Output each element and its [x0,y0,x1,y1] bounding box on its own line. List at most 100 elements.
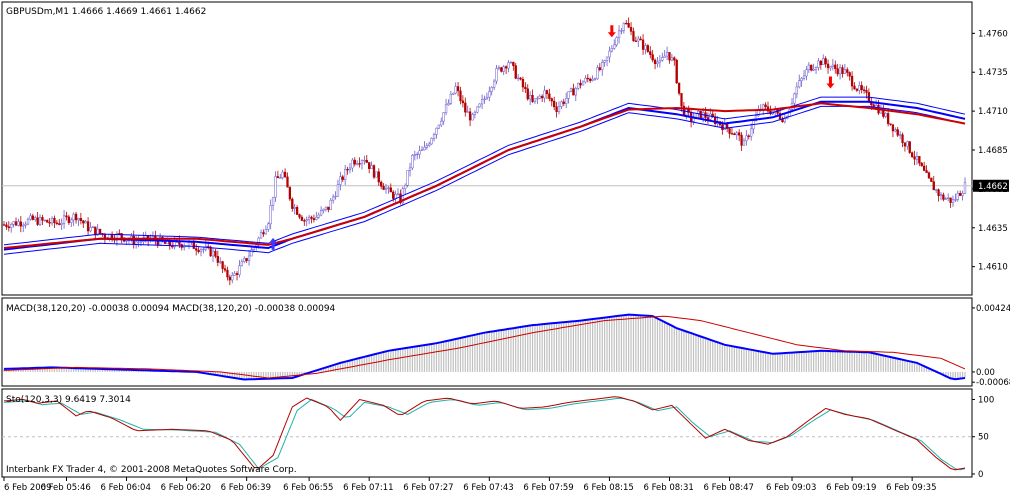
candle [53,215,56,229]
stochastic-title: Sto(120,3,3) 9.6419 7.3014 [6,395,131,405]
candle [838,64,842,80]
candle [223,264,227,273]
candle [891,124,895,138]
candle [5,221,8,230]
candle [495,65,498,85]
candle [653,58,657,70]
candle [569,87,573,93]
candle [860,81,863,94]
candle [387,185,390,194]
candle [358,157,361,168]
candle [884,112,887,119]
candle [24,221,27,229]
candle [846,67,849,77]
macd-y-tick-label: 0.00 [976,368,995,378]
candle [747,134,750,140]
candle [91,225,95,228]
candle [327,206,330,213]
candle [440,117,443,128]
candle [245,258,248,263]
candle [661,52,664,62]
candle [591,75,594,82]
x-tick-label: 6 Feb 07:59 [523,483,573,493]
candle [932,175,935,191]
candle [629,22,633,36]
candle [430,137,433,145]
stochastic-k-line [3,396,966,471]
candle [26,217,30,226]
candle [577,82,580,91]
candle [406,170,409,188]
candle [22,222,25,233]
candle [795,82,798,99]
candle [615,36,618,47]
macd-series [3,313,966,381]
candle [543,85,546,103]
candle [375,171,378,178]
candle [507,60,510,73]
candle [331,194,335,204]
candle [913,150,916,166]
candle [319,206,323,217]
candle [593,77,597,81]
candle [814,66,818,75]
candle [553,96,556,111]
candle [625,20,628,25]
candle [38,214,42,227]
candle [404,183,407,195]
candle [853,82,856,90]
candle [293,203,296,215]
candle [202,247,205,254]
candle [637,35,640,47]
x-tick-label: 6 Feb 07:27 [403,483,453,493]
candle [29,213,32,221]
candle [663,49,666,58]
candle [824,56,827,68]
candle [312,214,316,223]
candle [855,88,859,93]
candle [84,219,87,224]
candle [541,94,544,102]
candle [283,168,287,178]
candle [279,173,282,179]
candle [930,177,933,182]
candle [586,73,589,83]
candle [276,170,280,179]
candle [36,212,39,227]
candle [649,46,652,59]
candle [901,132,904,148]
candle [603,59,606,67]
candle [211,247,215,263]
x-tick-label: 6 Feb 06:04 [101,483,151,493]
candle [894,127,897,133]
candle [963,177,967,194]
candle [274,171,277,202]
candle [528,91,532,106]
candle [471,112,474,121]
candle [418,145,421,159]
candle [819,59,823,70]
candle [334,191,337,200]
candle [923,161,926,172]
candle [488,86,491,102]
candle [961,190,964,201]
candle [634,36,638,42]
stochastic-y-tick-label: 100 [978,395,994,405]
candle [396,188,400,196]
candle [271,196,275,211]
candle [632,27,635,42]
x-tick-label: 6 Feb 06:20 [161,483,211,493]
candle [31,213,34,221]
main-panel [1,1,973,296]
candle [380,180,383,190]
candle [262,229,265,237]
candle [65,211,68,221]
candle [7,221,10,232]
y-tick-label: 1.4635 [978,224,1008,234]
candle [461,95,465,108]
candle [286,172,289,188]
candle [382,183,385,190]
candle [908,141,911,154]
candle [555,101,558,118]
